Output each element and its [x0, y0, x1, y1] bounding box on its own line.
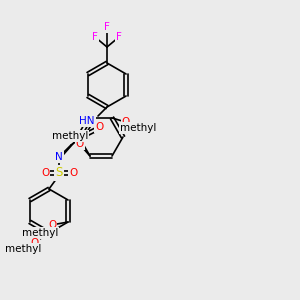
Text: HN: HN [80, 116, 95, 126]
Text: methyl: methyl [120, 123, 156, 133]
Text: F: F [104, 22, 110, 32]
Text: O: O [95, 122, 103, 132]
Text: O: O [76, 139, 84, 149]
Text: O: O [122, 117, 130, 127]
Text: methyl: methyl [5, 244, 41, 254]
Text: O: O [41, 168, 49, 178]
Text: O: O [31, 238, 39, 248]
Text: O: O [69, 168, 77, 178]
Text: N: N [55, 152, 63, 162]
Text: methyl: methyl [22, 228, 58, 238]
Text: O: O [48, 220, 56, 230]
Text: methyl: methyl [52, 131, 88, 141]
Text: F: F [116, 32, 122, 42]
Text: S: S [55, 167, 63, 179]
Text: F: F [92, 32, 98, 42]
